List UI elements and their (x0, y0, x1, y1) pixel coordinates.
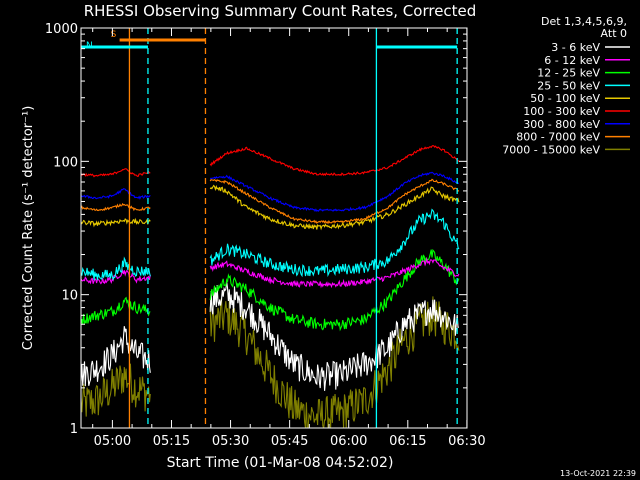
y-tick-label-1: 1 (70, 422, 78, 437)
legend-label-4: 25 - 50 keV (537, 79, 600, 92)
x-tick-label-05:15: 05:15 (153, 434, 190, 449)
legend-label-1: 3 - 6 keV (551, 41, 600, 54)
y-tick-label-10: 10 (61, 289, 78, 304)
series-line-25-50-kev-seg1 (80, 256, 151, 281)
legend-label-3: 12 - 25 keV (537, 67, 600, 80)
legend-label-8: 800 - 7000 keV (516, 131, 600, 144)
y-axis-label: Corrected Count Rate (s⁻¹ detector⁻¹) (21, 106, 36, 351)
x-tick-label-05:30: 05:30 (212, 434, 249, 449)
y-tick-label-1000: 1000 (45, 22, 78, 37)
legend-label-2: 6 - 12 keV (544, 54, 600, 67)
series-line-3-6-kev-seg1 (80, 326, 151, 387)
x-tick-label-05:45: 05:45 (271, 434, 308, 449)
timestamp: 13-Oct-2021 22:39 (560, 469, 636, 478)
legend-header-line-1: Det 1,3,4,5,6,9, (541, 15, 627, 28)
series-line-6-12-kev-seg2 (209, 256, 460, 289)
series-line-12-25-kev-seg1 (80, 296, 151, 325)
series-line-50-100-kev-seg1 (80, 217, 151, 228)
series-line-100-300-kev-seg2 (209, 145, 460, 177)
flag-label-s: S (111, 30, 117, 40)
chart-title: RHESSI Observing Summary Count Rates, Co… (84, 2, 477, 20)
series-line-7000-15000-kev-seg1 (80, 363, 151, 417)
legend-label-7: 300 - 800 keV (523, 118, 600, 131)
series-line-50-100-kev-seg2 (209, 184, 460, 231)
series-line-12-25-kev-seg2 (209, 248, 460, 332)
plot-content: SN (80, 28, 460, 429)
x-tick-label-06:00: 06:00 (330, 434, 367, 449)
series-line-800-7000-kev-seg1 (80, 202, 151, 212)
x-axis-label: Start Time (01-Mar-08 04:52:02) (167, 455, 394, 471)
series-line-300-800-kev-seg1 (80, 188, 151, 200)
plot-frame (80, 27, 468, 429)
x-tick-label-06:15: 06:15 (389, 434, 426, 449)
series-line-25-50-kev-seg2 (209, 208, 460, 278)
series-line-300-800-kev-seg2 (209, 171, 460, 213)
series-line-100-300-kev-seg1 (80, 168, 151, 178)
x-tick-label-06:30: 06:30 (448, 434, 485, 449)
flag-label-n: N (86, 41, 93, 51)
y-axis: 1 10 100 1000 (45, 22, 467, 437)
legend-header-line-2: Att 0 (601, 27, 627, 40)
series-line-3-6-kev-seg2 (209, 282, 459, 391)
x-tick-label-05:00: 05:00 (94, 434, 131, 449)
legend-label-5: 50 - 100 keV (530, 92, 600, 105)
series-line-800-7000-kev-seg2 (209, 178, 460, 225)
legend-label-6: 100 - 300 keV (523, 105, 600, 118)
legend-label-9: 7000 - 15000 keV (502, 143, 600, 156)
x-axis: 05:00 05:15 05:30 05:45 06:00 06:15 06:30 (92, 28, 486, 449)
y-tick-label-100: 100 (53, 155, 78, 170)
